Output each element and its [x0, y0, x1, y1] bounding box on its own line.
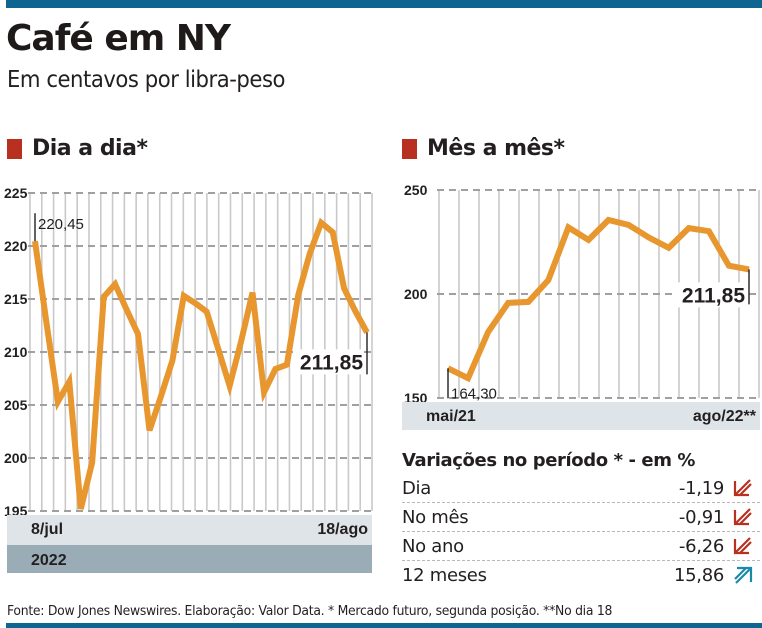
variation-row: 12 meses 15,86	[402, 561, 760, 589]
year-label: 2022	[31, 552, 67, 569]
top-brand-bar	[6, 0, 762, 8]
annotation-label: 211,85	[682, 284, 745, 307]
y-tick-label: 205	[4, 397, 28, 413]
section-daily-header: Dia a dia*	[7, 136, 148, 161]
y-tick-label: 200	[404, 286, 428, 302]
variation-row: No ano -6,26	[402, 532, 760, 561]
variation-label: 12 meses	[402, 564, 487, 586]
x-axis-band	[402, 402, 760, 430]
section-monthly-title: Mês a mês*	[427, 136, 565, 161]
x-start-label: 8/jul	[31, 521, 63, 538]
y-tick-label: 200	[4, 450, 28, 466]
x-start-label: mai/21	[426, 408, 476, 425]
variation-value: -6,26	[678, 535, 724, 557]
variation-label: No ano	[402, 535, 464, 557]
arrow-up-right-icon	[734, 566, 753, 584]
variation-row: No mês -0,91	[402, 503, 760, 532]
variation-value: -1,19	[678, 477, 724, 499]
variation-value: -0,91	[678, 506, 724, 528]
variation-value: 15,86	[673, 564, 724, 586]
annotation-label: 220,45	[38, 216, 84, 233]
section-marker-icon	[402, 138, 417, 159]
chart-title: Café em NY	[6, 18, 231, 59]
x-axis-band	[7, 515, 372, 545]
year-band	[7, 545, 372, 573]
variation-label: No mês	[402, 506, 469, 528]
y-tick-label: 210	[4, 344, 28, 360]
annotation-bg	[677, 282, 745, 308]
annotation-label: 164,30	[451, 385, 497, 402]
variations-title: Variações no período * - em %	[402, 450, 696, 471]
arrow-down-left-icon	[733, 537, 752, 555]
y-tick-label: 250	[404, 182, 428, 198]
arrow-down-left-icon	[733, 508, 752, 526]
x-end-label: ago/22**	[693, 408, 757, 425]
y-tick-label: 225	[4, 185, 28, 201]
annotation-label: 211,85	[300, 351, 363, 374]
data-line	[446, 216, 750, 383]
section-daily-title: Dia a dia*	[32, 136, 148, 161]
section-marker-icon	[7, 138, 22, 159]
y-tick-label: 215	[4, 291, 28, 307]
chart-subtitle: Em centavos por libra-peso	[7, 67, 286, 93]
y-tick-label: 220	[4, 238, 28, 254]
source-footer: Fonte: Dow Jones Newswires. Elaboração: …	[7, 603, 613, 619]
bottom-brand-bar	[6, 623, 762, 628]
x-end-label: 18/ago	[317, 521, 368, 538]
variations-table: Dia -1,19 No mês -0,91 No ano -6,26 12 meses 15…	[402, 474, 760, 589]
annotation-bg	[293, 349, 363, 375]
data-line	[32, 217, 370, 510]
variation-row: Dia -1,19	[402, 474, 760, 503]
arrow-down-left-icon	[733, 479, 752, 497]
section-monthly-header: Mês a mês*	[402, 136, 565, 161]
variation-label: Dia	[402, 477, 431, 499]
